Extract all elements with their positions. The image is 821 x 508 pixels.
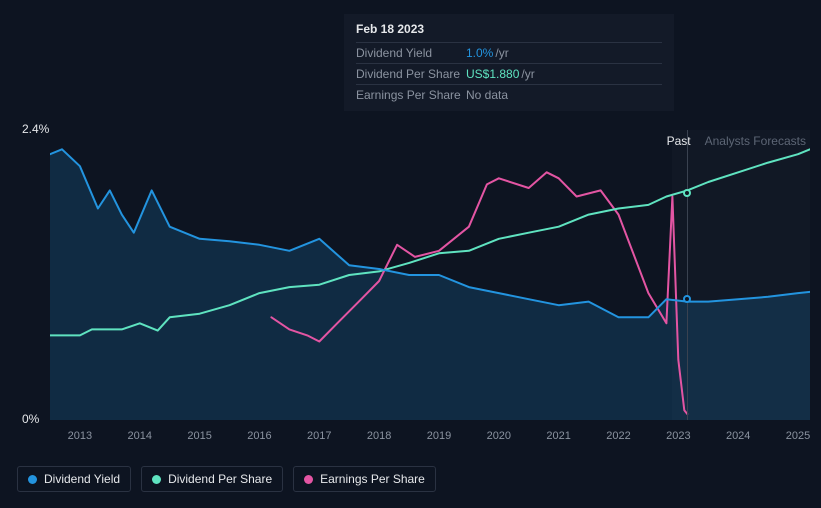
legend: Dividend Yield Dividend Per Share Earnings… [17, 466, 436, 492]
legend-dot-icon [28, 475, 37, 484]
legend-dot-icon [304, 475, 313, 484]
x-tick-label: 2019 [427, 430, 451, 442]
tooltip-row-label: Dividend Yield [356, 46, 466, 60]
cursor-line [687, 130, 688, 420]
x-tick-label: 2013 [68, 430, 92, 442]
tooltip-row-unit: /yr [521, 67, 534, 81]
x-tick-label: 2017 [307, 430, 331, 442]
tooltip-row-unit: /yr [495, 46, 508, 60]
x-tick-label: 2014 [128, 430, 152, 442]
x-tick-label: 2025 [786, 430, 810, 442]
legend-item[interactable]: Dividend Yield [17, 466, 131, 492]
legend-item[interactable]: Dividend Per Share [141, 466, 283, 492]
tooltip-row: Earnings Per ShareNo data [356, 84, 662, 105]
legend-dot-icon [152, 475, 161, 484]
tooltip-rows: Dividend Yield1.0% /yrDividend Per Share… [356, 42, 662, 105]
tooltip-date: Feb 18 2023 [356, 22, 662, 42]
tooltip-row-value: 1.0% [466, 46, 493, 60]
tooltip-row-value: US$1.880 [466, 67, 519, 81]
x-tick-label: 2024 [726, 430, 750, 442]
tooltip-row: Dividend Yield1.0% /yr [356, 42, 662, 63]
chart-svg [50, 130, 810, 420]
y-tick-label: 0% [22, 412, 39, 426]
tooltip-row-label: Dividend Per Share [356, 67, 466, 81]
x-tick-label: 2022 [606, 430, 630, 442]
y-tick-label: 2.4% [22, 122, 49, 136]
x-tick-label: 2016 [247, 430, 271, 442]
x-tick-label: 2023 [666, 430, 690, 442]
legend-label: Earnings Per Share [320, 472, 425, 486]
x-tick-label: 2018 [367, 430, 391, 442]
tooltip-row-value: No data [466, 88, 508, 102]
tooltip-row-label: Earnings Per Share [356, 88, 466, 102]
chart-plot-area[interactable] [50, 130, 810, 420]
legend-label: Dividend Per Share [168, 472, 272, 486]
legend-label: Dividend Yield [44, 472, 120, 486]
series-marker [683, 295, 691, 303]
x-tick-label: 2020 [487, 430, 511, 442]
tooltip-panel: Feb 18 2023 Dividend Yield1.0% /yrDivide… [344, 14, 674, 111]
x-tick-label: 2015 [187, 430, 211, 442]
tooltip-row: Dividend Per ShareUS$1.880 /yr [356, 63, 662, 84]
series-marker [683, 189, 691, 197]
x-tick-label: 2021 [546, 430, 570, 442]
legend-item[interactable]: Earnings Per Share [293, 466, 436, 492]
